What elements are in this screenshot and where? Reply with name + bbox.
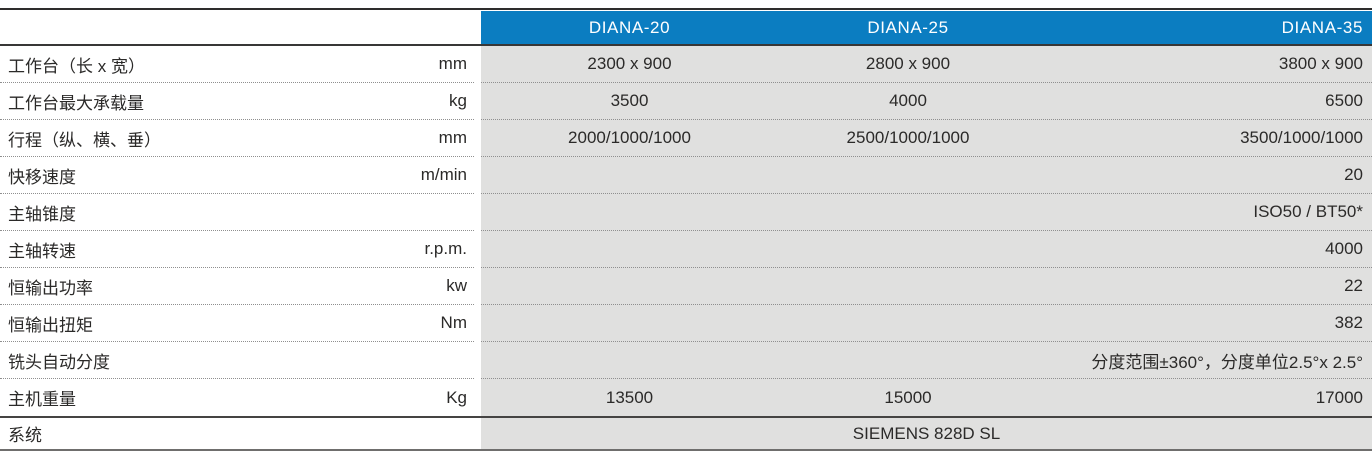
row-values-merged: 20 bbox=[481, 157, 1372, 194]
table-row: 工作台（长 x 宽） mm 2300 x 900 2800 x 900 3800… bbox=[0, 46, 1372, 83]
top-border-line bbox=[0, 8, 1372, 10]
row-label: 主机重量 bbox=[8, 390, 76, 409]
cell-value: 4000 bbox=[889, 91, 927, 110]
row-label-cell: 快移速度 m/min bbox=[0, 157, 474, 194]
column-gutter bbox=[474, 379, 481, 416]
cell-value: 22 bbox=[1344, 276, 1363, 295]
cell-value: 20 bbox=[1344, 165, 1363, 184]
row-label-cell: 工作台（长 x 宽） mm bbox=[0, 46, 474, 83]
row-unit: m/min bbox=[420, 165, 467, 184]
row-label-cell: 系统 bbox=[0, 418, 474, 449]
row-values-merged: 4000 bbox=[481, 231, 1372, 268]
row-label-cell: 恒输出功率 kw bbox=[0, 268, 474, 305]
cell-value: 3500 bbox=[610, 91, 649, 110]
cell-value: 15000 bbox=[884, 387, 932, 407]
table-header-row: DIANA-20 DIANA-25 DIANA-35 bbox=[0, 11, 1372, 46]
column-gutter bbox=[474, 11, 481, 44]
row-label-cell: 恒输出扭矩 Nm bbox=[0, 305, 474, 342]
row-unit: kw bbox=[446, 276, 467, 295]
row-label: 恒输出扭矩 bbox=[8, 315, 93, 335]
column-gutter bbox=[474, 418, 481, 449]
cell-value: 2000/1000/1000 bbox=[568, 128, 691, 147]
cell-value: 分度范围±360°，分度单位2.5°x 2.5° bbox=[1091, 352, 1363, 372]
cell-value: 4000 bbox=[1325, 239, 1363, 258]
column-gutter bbox=[474, 305, 481, 342]
column-header-diana-25: DIANA-25 bbox=[867, 17, 949, 37]
row-label-cell: 主轴锥度 bbox=[0, 194, 474, 231]
row-label-cell: 主机重量 Kg bbox=[0, 379, 474, 416]
row-unit: Kg bbox=[446, 387, 467, 407]
cell-value: 3800 x 900 bbox=[1278, 54, 1363, 73]
column-gutter bbox=[474, 231, 481, 268]
table-row: 主轴转速 r.p.m. 4000 bbox=[0, 231, 1372, 268]
row-unit: Nm bbox=[440, 313, 467, 332]
row-label-cell: 行程（纵、横、垂） mm bbox=[0, 120, 474, 157]
column-header-diana-35: DIANA-35 bbox=[1281, 17, 1363, 37]
table-row: 铣头自动分度 分度范围±360°，分度单位2.5°x 2.5° bbox=[0, 342, 1372, 379]
table-row: 主机重量 Kg 13500 15000 17000 bbox=[0, 379, 1372, 416]
row-values-merged: 22 bbox=[481, 268, 1372, 305]
row-unit: mm bbox=[438, 128, 467, 147]
column-gutter bbox=[474, 268, 481, 305]
column-gutter bbox=[474, 46, 481, 83]
cell-value: 17000 bbox=[1315, 387, 1363, 407]
column-gutter bbox=[474, 342, 481, 379]
table-row: 快移速度 m/min 20 bbox=[0, 157, 1372, 194]
cell-value: 2800 x 900 bbox=[865, 54, 951, 73]
row-values-merged: 分度范围±360°，分度单位2.5°x 2.5° bbox=[481, 342, 1372, 379]
column-gutter bbox=[474, 194, 481, 231]
table-row: 工作台最大承载量 kg 3500 4000 6500 bbox=[0, 83, 1372, 120]
cell-value: 2500/1000/1000 bbox=[846, 128, 970, 147]
row-unit: r.p.m. bbox=[424, 239, 467, 258]
cell-value: 382 bbox=[1334, 313, 1363, 332]
row-values-merged: ISO50 / BT50* bbox=[481, 194, 1372, 231]
row-label: 快移速度 bbox=[8, 167, 76, 187]
row-label-cell: 主轴转速 r.p.m. bbox=[0, 231, 474, 268]
row-label: 工作台最大承载量 bbox=[8, 93, 144, 113]
row-values: 2300 x 900 2800 x 900 3800 x 900 bbox=[481, 46, 1372, 83]
column-gutter bbox=[474, 83, 481, 120]
header-empty-cell bbox=[0, 11, 474, 44]
row-label: 行程（纵、横、垂） bbox=[8, 130, 161, 150]
row-label: 系统 bbox=[8, 426, 42, 445]
column-gutter bbox=[474, 120, 481, 157]
cell-value: 3500/1000/1000 bbox=[1240, 128, 1363, 147]
table-row: 系统 SIEMENS 828D SL bbox=[0, 416, 1372, 451]
cell-value: 13500 bbox=[605, 387, 654, 407]
row-label-cell: 工作台最大承载量 kg bbox=[0, 83, 474, 120]
cell-value: ISO50 / BT50* bbox=[1253, 202, 1363, 221]
model-header-block: DIANA-20 DIANA-25 DIANA-35 bbox=[481, 11, 1372, 44]
column-header-diana-20: DIANA-20 bbox=[588, 17, 671, 37]
table-row: 主轴锥度 ISO50 / BT50* bbox=[0, 194, 1372, 231]
row-values: 2000/1000/1000 2500/1000/1000 3500/1000/… bbox=[481, 120, 1372, 157]
cell-value: 6500 bbox=[1325, 91, 1363, 110]
row-unit: mm bbox=[438, 54, 467, 73]
cell-value: 2300 x 900 bbox=[587, 54, 672, 73]
row-unit: kg bbox=[449, 91, 467, 110]
row-label: 工作台（长 x 宽） bbox=[8, 56, 145, 76]
row-label: 恒输出功率 bbox=[8, 278, 93, 298]
row-values: 13500 15000 17000 bbox=[481, 379, 1372, 416]
row-label-cell: 铣头自动分度 bbox=[0, 342, 474, 379]
row-values-merged: SIEMENS 828D SL bbox=[481, 418, 1372, 449]
row-label: 主轴转速 bbox=[8, 241, 76, 261]
table-row: 行程（纵、横、垂） mm 2000/1000/1000 2500/1000/10… bbox=[0, 120, 1372, 157]
table-row: 恒输出功率 kw 22 bbox=[0, 268, 1372, 305]
row-values: 3500 4000 6500 bbox=[481, 83, 1372, 120]
row-label: 主轴锥度 bbox=[8, 204, 76, 224]
column-gutter bbox=[474, 157, 481, 194]
cell-value: SIEMENS 828D SL bbox=[852, 423, 1001, 443]
row-label: 铣头自动分度 bbox=[8, 352, 110, 372]
row-values-merged: 382 bbox=[481, 305, 1372, 342]
table-row: 恒输出扭矩 Nm 382 bbox=[0, 305, 1372, 342]
